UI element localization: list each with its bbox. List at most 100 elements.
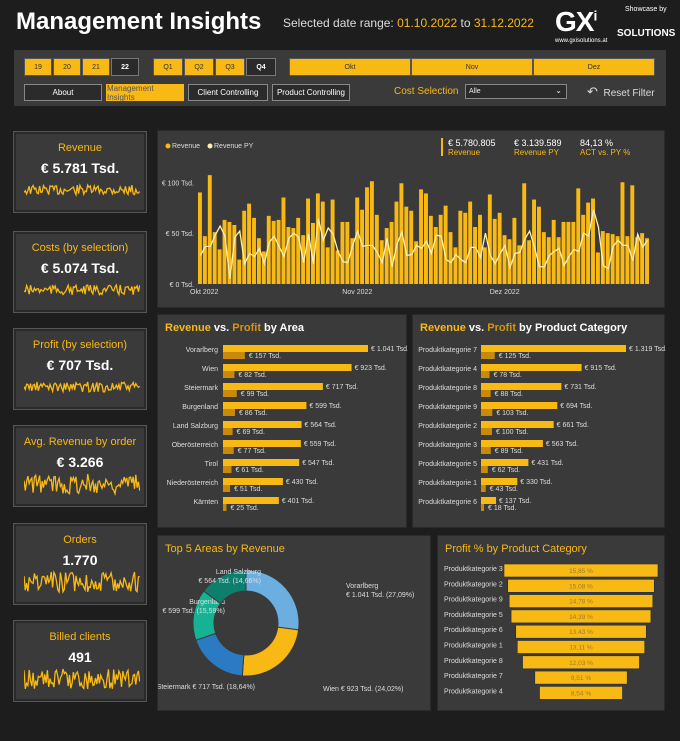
kpi-divider	[441, 138, 443, 156]
quarter-button-q2[interactable]: Q2	[184, 58, 214, 76]
nav-product-controlling[interactable]: Product Controlling	[272, 84, 350, 101]
funnel-bar	[515, 624, 647, 639]
nav-about[interactable]: About	[24, 84, 102, 101]
range-from: 01.10.2022	[397, 16, 458, 30]
kpi-value: 491	[68, 649, 92, 665]
revenue-bar	[433, 227, 438, 284]
revenue-bar	[252, 217, 256, 284]
year-button-20[interactable]: 20	[53, 58, 81, 76]
quarter-button-q1[interactable]: Q1	[153, 58, 183, 76]
revenue-trend-panel: Revenue Revenue PY € 5.780.805 Revenue € 3.1…	[157, 130, 665, 308]
revenue-bar	[374, 214, 379, 284]
sparkline-line	[24, 570, 140, 594]
quarter-button-q4[interactable]: Q4	[246, 58, 276, 76]
nav-management-insights[interactable]: Management Insights	[106, 84, 184, 102]
revenue-bar	[645, 238, 649, 284]
revenue-bar	[291, 228, 296, 284]
cost-selection-dropdown[interactable]: Alle ⌄	[465, 84, 567, 99]
revenue-bar	[481, 440, 543, 447]
profit-label: € 69 Tsd.	[237, 429, 265, 436]
revenue-bar	[453, 247, 458, 284]
sparkline-line	[24, 668, 140, 691]
funnel-bar	[522, 655, 640, 670]
revenue-bar	[325, 247, 330, 284]
slice-label: Steiermark € 717 Tsd. (18,64%)	[158, 684, 255, 691]
revenue-label: € 430 Tsd.	[286, 479, 318, 486]
category-label: Produktkategorie 2	[418, 423, 477, 430]
profit-label: € 61 Tsd.	[235, 467, 263, 474]
revenue-bar	[537, 206, 541, 284]
revenue-label: € 431 Tsd.	[531, 460, 563, 467]
nav-client-controlling[interactable]: Client Controlling	[188, 84, 268, 101]
reset-filter-button[interactable]: ↶ Reset Filter	[587, 84, 655, 100]
year-button-19[interactable]: 19	[24, 58, 52, 76]
sparkline-line	[24, 283, 140, 297]
kpi-label: Profit (by selection)	[32, 339, 128, 351]
revenue-bar	[481, 421, 554, 428]
revenue-bar	[428, 215, 433, 284]
donut-slice-wien[interactable]	[241, 626, 300, 677]
revenue-bar	[217, 249, 222, 284]
profit-bar	[223, 428, 233, 435]
kpi-card-4: Orders 1.770	[13, 523, 147, 605]
category-label: Produktkategorie 5	[418, 461, 477, 468]
undo-icon: ↶	[587, 84, 598, 99]
slice-name: Burgenland	[189, 599, 225, 606]
revenue-bar	[223, 364, 352, 371]
funnel-bar	[539, 686, 623, 700]
category-label: Steiermark	[184, 385, 218, 392]
revenue-bar	[404, 206, 409, 284]
category-label: Niederösterreich	[167, 480, 218, 487]
revenue-bar	[576, 188, 581, 284]
revenue-bar	[541, 232, 546, 284]
revenue-bar	[497, 212, 502, 284]
donut-slice-steiermark[interactable]	[195, 632, 245, 677]
profit-label: € 78 Tsd.	[494, 372, 522, 379]
revenue-bar	[615, 236, 620, 284]
slice-label: Wien € 923 Tsd. (24,02%)	[323, 686, 403, 693]
area-panel: Revenue vs. Profit by Area Vorarlberg € 1…	[157, 314, 408, 528]
revenue-bar	[355, 197, 360, 284]
revenue-label: € 599 Tsd.	[309, 403, 341, 410]
revenue-bar	[276, 219, 281, 284]
kpi-label: Orders	[63, 534, 97, 546]
range-to: 31.12.2022	[473, 16, 534, 30]
year-button-21[interactable]: 21	[82, 58, 110, 76]
kpi-card-3: Avg. Revenue by order € 3.266	[13, 425, 147, 507]
reset-filter-label: Reset Filter	[603, 88, 655, 99]
kpi-label: Costs (by selection)	[31, 242, 129, 254]
category-label: Produktkategorie 9	[418, 404, 477, 411]
month-button-okt[interactable]: Okt	[289, 58, 411, 76]
revenue-label: € 330 Tsd.	[520, 479, 552, 486]
profit-label: € 86 Tsd.	[239, 410, 267, 417]
funnel-title: Profit % by Product Category	[445, 543, 587, 555]
product-panel: Revenue vs. Profit by Product Category P…	[412, 314, 666, 528]
revenue-bar	[586, 202, 591, 284]
revenue-bar	[481, 478, 518, 485]
quarter-button-q3[interactable]: Q3	[215, 58, 245, 76]
revenue-bar	[369, 181, 374, 284]
profit-bar	[481, 428, 492, 435]
revenue-bar	[223, 421, 302, 428]
revenue-label: € 694 Tsd.	[560, 403, 592, 410]
profit-bar	[481, 371, 490, 378]
sparkline-line	[24, 473, 140, 496]
profit-bar	[223, 466, 232, 473]
category-label: Produktkategorie 8	[444, 658, 503, 665]
revenue-bar	[223, 478, 283, 485]
revenue-bar	[481, 402, 558, 409]
revenue-bar	[481, 459, 529, 466]
kpi-sparkline	[24, 570, 140, 594]
kpi-value: € 5.074 Tsd.	[40, 260, 120, 276]
cost-selection-value: Alle	[469, 88, 481, 95]
profit-bar	[481, 504, 484, 511]
revenue-bar	[261, 251, 266, 284]
kpi-sparkline	[24, 473, 140, 496]
month-button-dez[interactable]: Dez	[533, 58, 655, 76]
revenue-bar	[223, 383, 323, 390]
revenue-bar	[414, 241, 419, 284]
year-button-22[interactable]: 22	[111, 58, 139, 76]
donut-slice-land-salzburg[interactable]	[203, 569, 247, 605]
month-button-nov[interactable]: Nov	[411, 58, 533, 76]
